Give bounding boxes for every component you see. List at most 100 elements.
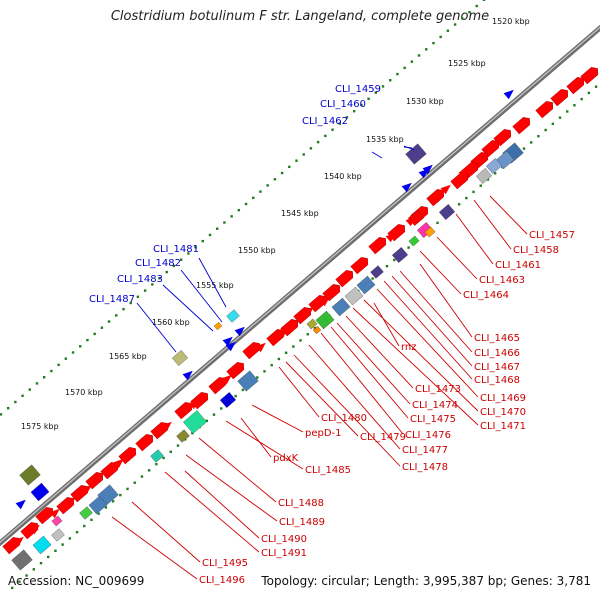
outer-tick-mark	[107, 320, 111, 323]
outer-tick-mark	[28, 388, 31, 391]
label-connector	[391, 275, 473, 367]
inner-tick-mark	[169, 450, 172, 453]
inner-tick-mark	[299, 339, 302, 342]
label-connector	[363, 299, 479, 412]
inner-tick-mark	[32, 568, 36, 571]
outer-tick-mark	[237, 208, 241, 212]
gene-arrow-small	[440, 184, 451, 195]
label-connector	[225, 420, 304, 470]
gene-block	[405, 143, 427, 165]
label-connector	[240, 417, 272, 458]
outer-tick-mark	[6, 406, 10, 410]
label-connector	[180, 269, 223, 323]
outer-tick-mark	[273, 178, 277, 181]
label-connector	[184, 470, 260, 539]
genome-summary: Topology: circular; Length: 3,995,387 bp…	[261, 574, 591, 588]
inner-tick-mark	[393, 258, 396, 262]
outer-tick-mark	[172, 264, 176, 268]
gene-label-reverse: pepD-1	[305, 428, 342, 439]
gene-label-reverse: CLI_1463	[479, 275, 525, 286]
gene-label-forward: CLI_1460	[320, 99, 366, 110]
gene-block	[51, 515, 63, 527]
outer-tick-mark	[266, 184, 269, 187]
scale-label: 1540 kbp	[324, 172, 362, 181]
gene-block	[391, 247, 409, 263]
outer-tick-mark	[360, 103, 363, 107]
gene-arrow	[512, 117, 531, 135]
label-connector	[489, 195, 528, 235]
outer-tick-mark	[115, 314, 118, 317]
inner-tick-mark	[83, 524, 86, 528]
outer-tick-mark	[410, 60, 414, 63]
outer-tick-mark	[79, 345, 82, 348]
outer-tick-mark	[482, 0, 486, 1]
gene-block	[150, 449, 164, 463]
outer-tick-mark	[0, 413, 3, 416]
gene-label-reverse: rnz	[401, 342, 417, 353]
outer-tick-mark	[475, 4, 478, 8]
inner-tick-mark	[75, 531, 79, 534]
map-title: Clostridium botulinum F str. Langeland, …	[110, 9, 490, 24]
inner-tick-mark	[277, 357, 281, 361]
outer-tick-mark	[302, 153, 305, 156]
label-connector	[376, 288, 479, 398]
gene-block	[79, 506, 93, 520]
inner-tick-mark	[111, 500, 115, 503]
gene-arrow-small	[13, 536, 24, 547]
inner-tick-mark	[220, 407, 223, 410]
inner-tick-mark	[18, 580, 21, 583]
outer-tick-mark	[71, 351, 75, 354]
outer-tick-mark	[21, 394, 24, 397]
outer-tick-mark	[425, 48, 428, 51]
outer-tick-mark	[352, 109, 356, 113]
inner-tick-mark	[551, 122, 555, 126]
gene-arrow	[368, 237, 387, 255]
gene-label-forward: CLI_1462	[302, 116, 348, 127]
label-connector	[383, 280, 473, 380]
gene-label-reverse: CLI_1473	[415, 384, 461, 395]
outer-tick-mark	[280, 171, 284, 175]
inner-tick-mark	[162, 456, 165, 460]
label-connector	[330, 326, 409, 419]
gene-label-reverse: CLI_1471	[480, 421, 526, 432]
label-connector	[198, 437, 277, 503]
gene-block	[19, 464, 41, 486]
gene-arrow-forward	[225, 341, 236, 352]
scale-label: 1555 kbp	[196, 281, 234, 290]
gene-block	[219, 392, 237, 408]
outer-tick-mark	[230, 215, 233, 218]
outer-tick-mark	[374, 91, 377, 94]
inner-tick-mark	[234, 394, 237, 398]
outer-tick-mark	[50, 369, 53, 373]
outer-tick-mark	[309, 147, 313, 150]
label-connector	[403, 145, 415, 151]
gene-label-reverse: CLI_1480	[321, 413, 367, 424]
outer-tick-mark	[187, 252, 190, 255]
inner-tick-mark	[90, 518, 93, 522]
gene-arrow-small	[49, 508, 60, 519]
gene-arrow-forward	[182, 370, 193, 381]
gene-label-forward: CLI_1459	[335, 84, 381, 95]
label-connector	[308, 344, 401, 450]
inner-tick-mark	[479, 184, 482, 187]
label-connector	[352, 307, 479, 426]
inner-tick-mark	[54, 549, 57, 552]
outer-tick-mark	[381, 85, 385, 88]
gene-label-reverse: CLI_1489	[279, 517, 325, 528]
outer-tick-mark	[316, 140, 320, 144]
gene-block	[331, 297, 351, 317]
outer-tick-mark	[64, 357, 68, 360]
gene-arrow-small	[303, 306, 314, 317]
gene-arrow-small	[29, 524, 40, 535]
inner-tick-mark	[176, 444, 180, 447]
outer-tick-mark	[338, 122, 341, 125]
inner-tick-mark	[544, 128, 547, 132]
outer-tick-mark	[244, 202, 248, 206]
gene-label-reverse: CLI_1477	[402, 445, 448, 456]
gene-block	[306, 318, 318, 330]
gene-label-reverse: CLI_1469	[480, 393, 526, 404]
gene-arrow-small	[65, 496, 76, 507]
outer-tick-mark	[129, 301, 132, 305]
inner-tick-mark	[263, 370, 266, 373]
